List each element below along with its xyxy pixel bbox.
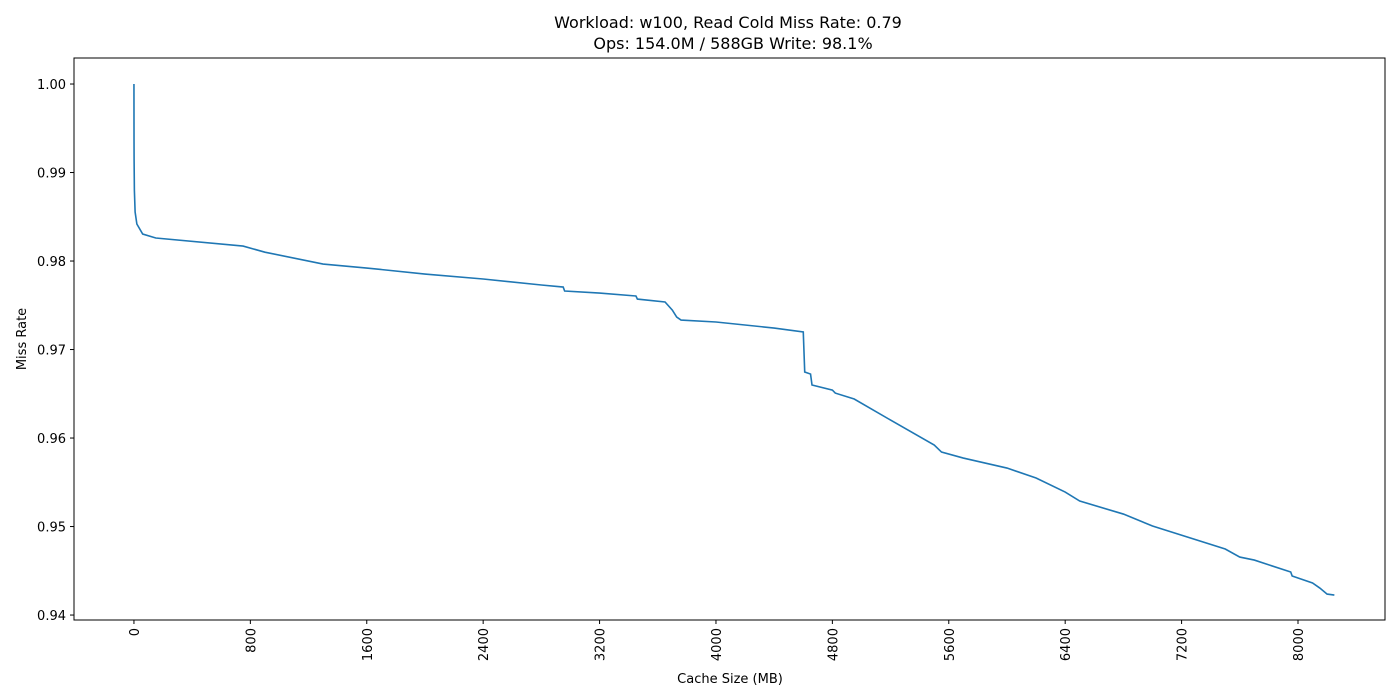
y-tick-label: 0.99	[37, 167, 66, 182]
x-axis-label: Cache Size (MB)	[677, 672, 783, 687]
y-tick-label: 0.96	[37, 432, 66, 447]
y-tick-label: 0.94	[37, 609, 66, 624]
chart-title: Workload: w100, Read Cold Miss Rate: 0.7…	[554, 13, 902, 32]
x-tick-label: 6400	[1059, 628, 1074, 661]
y-tick-label: 0.97	[37, 344, 66, 359]
x-tick-label: 8000	[1292, 628, 1307, 661]
x-tick-label: 5600	[943, 628, 958, 661]
chart-subtitle: Ops: 154.0M / 588GB Write: 98.1%	[593, 34, 872, 53]
x-tick-label: 4000	[710, 628, 725, 661]
y-tick-label: 0.98	[37, 255, 66, 270]
plot-frame	[73, 57, 1386, 621]
y-tick-label: 0.95	[37, 521, 66, 536]
x-tick-label: 4800	[826, 628, 841, 661]
x-tick-label: 1600	[361, 628, 376, 661]
x-tick-label: 3200	[594, 628, 609, 661]
x-tick-label: 7200	[1176, 628, 1191, 661]
y-tick-label: 1.00	[37, 78, 66, 93]
x-tick-label: 800	[244, 628, 259, 653]
y-axis-label: Miss Rate	[15, 308, 30, 370]
x-tick-label: 0	[128, 628, 143, 636]
x-tick-label: 2400	[477, 628, 492, 661]
series-line	[133, 84, 1335, 596]
